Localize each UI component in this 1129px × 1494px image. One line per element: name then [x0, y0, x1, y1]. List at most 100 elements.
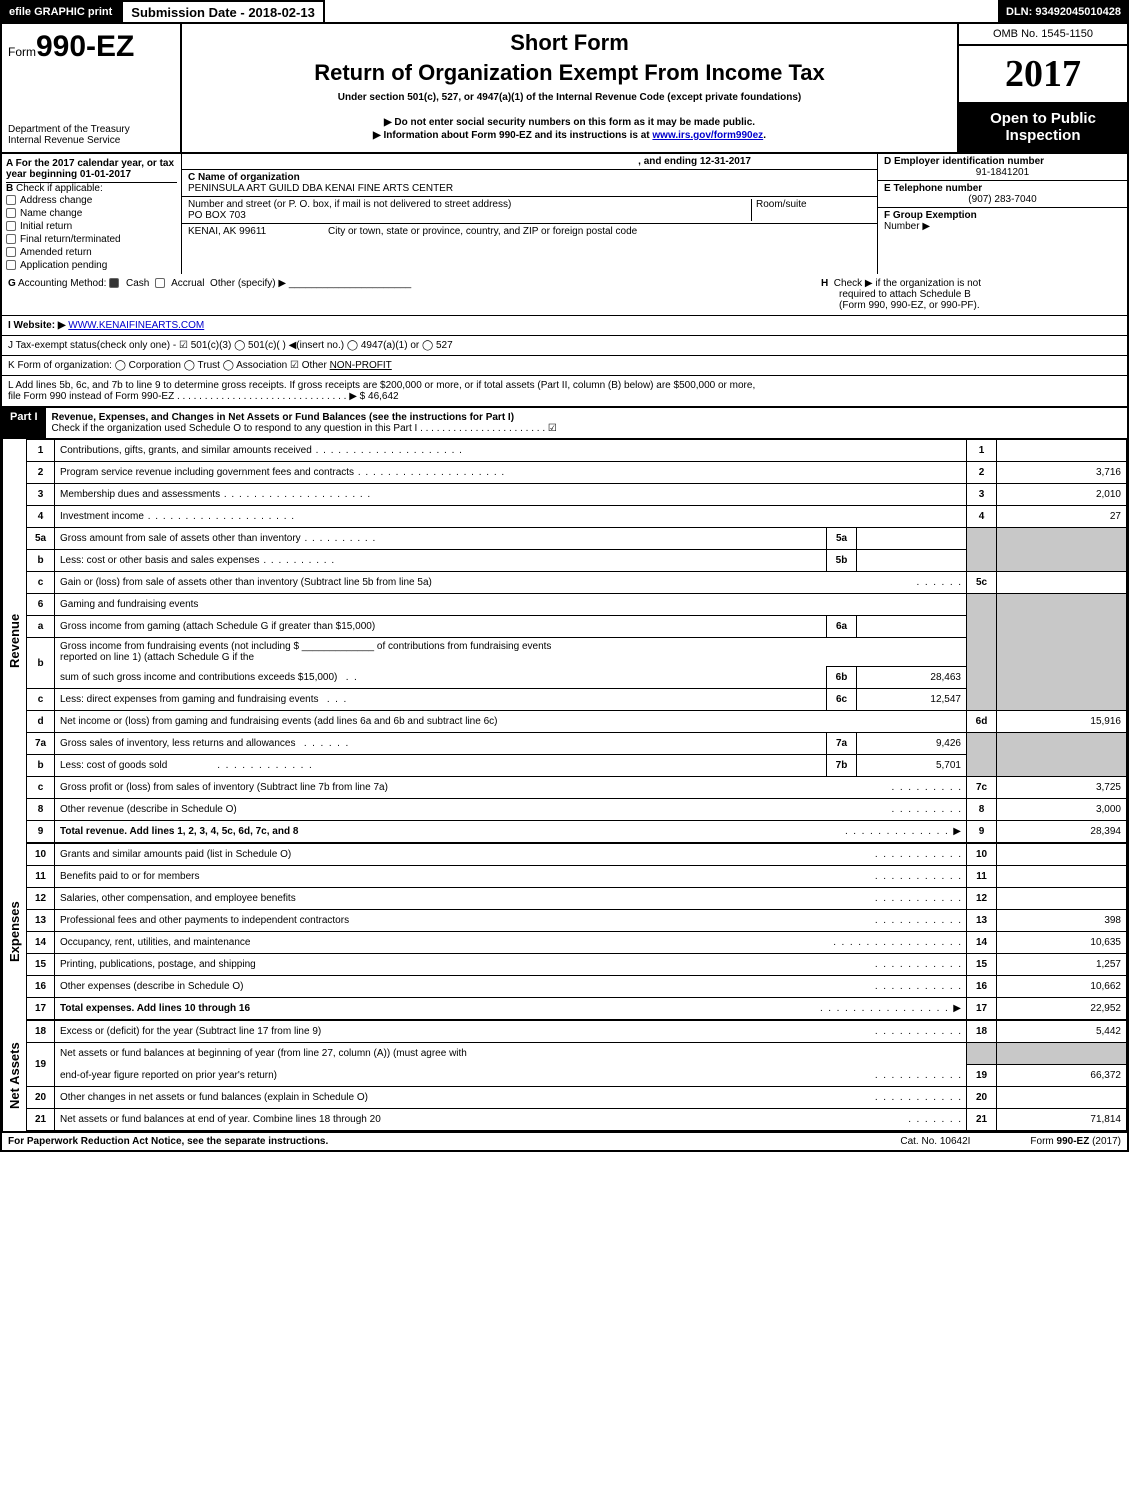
opt-amended: Amended return	[20, 247, 92, 258]
radio-icon[interactable]	[109, 278, 119, 288]
l7a-desc: Gross sales of inventory, less returns a…	[60, 738, 295, 749]
line-6c: cLess: direct expenses from gaming and f…	[27, 689, 1127, 711]
col-d-e-f: D Employer identification number 91-1841…	[877, 154, 1127, 274]
line-15: 15Printing, publications, postage, and s…	[27, 954, 1127, 976]
opt-name: Name change	[20, 208, 82, 219]
l13-val: 398	[997, 910, 1127, 932]
footer-catno: Cat. No. 10642I	[900, 1136, 970, 1147]
dept-irs: Internal Revenue Service	[8, 135, 174, 146]
line-a-text: For the 2017 calendar year, or tax year …	[6, 158, 174, 180]
ssn-warning: ▶ Do not enter social security numbers o…	[192, 117, 947, 128]
l16-desc: Other expenses (describe in Schedule O)	[60, 981, 243, 992]
c-name-row: C Name of organization PENINSULA ART GUI…	[182, 170, 877, 197]
l6b1: Gross income from fundraising events (no…	[60, 641, 302, 652]
l15-desc: Printing, publications, postage, and shi…	[60, 959, 256, 970]
short-form-title: Short Form	[192, 30, 947, 56]
city-label: City or town, state or province, country…	[308, 226, 871, 237]
line-5b: bLess: cost or other basis and sales exp…	[27, 550, 1127, 572]
l6c-desc: Less: direct expenses from gaming and fu…	[60, 694, 318, 705]
line-18: 18Excess or (deficit) for the year (Subt…	[27, 1021, 1127, 1043]
l9-desc: Total revenue. Add lines 1, 2, 3, 4, 5c,…	[60, 826, 298, 837]
chk-initial-return[interactable]: Initial return	[6, 220, 177, 233]
info-pre: ▶ Information about Form 990-EZ and its …	[373, 130, 652, 141]
j-text: J Tax-exempt status(check only one) - ☑ …	[8, 340, 453, 351]
line-21: 21Net assets or fund balances at end of …	[27, 1109, 1127, 1131]
header-right: OMB No. 1545-1150 2017 Open to Public In…	[957, 24, 1127, 152]
line-5c: cGain or (loss) from sale of assets othe…	[27, 572, 1127, 594]
g-other: Other (specify) ▶	[210, 278, 286, 289]
chk-amended[interactable]: Amended return	[6, 246, 177, 259]
chk-name-change[interactable]: Name change	[6, 207, 177, 220]
l21-val: 71,814	[997, 1109, 1127, 1131]
line-a: A For the 2017 calendar year, or tax yea…	[6, 156, 177, 183]
l21-desc: Net assets or fund balances at end of ye…	[60, 1114, 381, 1125]
l6b3: reported on line 1) (attach Schedule G i…	[60, 652, 254, 663]
l6b4: sum of such gross income and contributio…	[60, 672, 337, 683]
l8-desc: Other revenue (describe in Schedule O)	[60, 804, 237, 815]
line-10: 10Grants and similar amounts paid (list …	[27, 844, 1127, 866]
dept-treasury: Department of the Treasury	[8, 124, 174, 135]
dln-label: DLN: 93492045010428	[998, 0, 1129, 24]
l14-val: 10,635	[997, 932, 1127, 954]
col-a-b: A For the 2017 calendar year, or tax yea…	[2, 154, 182, 274]
line-b-title: Check if applicable:	[16, 183, 103, 194]
line-20: 20Other changes in net assets or fund ba…	[27, 1087, 1127, 1109]
line-19a: 19Net assets or fund balances at beginni…	[27, 1043, 1127, 1065]
l3-val: 2,010	[997, 484, 1127, 506]
line-3: 3Membership dues and assessments32,010	[27, 484, 1127, 506]
chk-final-return[interactable]: Final return/terminated	[6, 233, 177, 246]
line-g: G Accounting Method: Cash Accrual Other …	[8, 278, 411, 311]
a-ending: , and ending 12-31-2017	[182, 154, 877, 170]
line-2: 2Program service revenue including gover…	[27, 462, 1127, 484]
info-link[interactable]: www.irs.gov/form990ez	[652, 130, 763, 141]
street-val: PO BOX 703	[188, 210, 751, 221]
line-6: 6Gaming and fundraising events	[27, 594, 1127, 616]
chk-pending[interactable]: Application pending	[6, 259, 177, 272]
revenue-side-label: Revenue	[2, 439, 26, 843]
netassets-side-label: Net Assets	[2, 1020, 26, 1131]
efile-print-button[interactable]: efile GRAPHIC print	[0, 0, 121, 24]
opt-final: Final return/terminated	[20, 234, 121, 245]
part1-title-bold: Revenue, Expenses, and Changes in Net As…	[52, 412, 515, 423]
netassets-section: Net Assets 18Excess or (deficit) for the…	[0, 1020, 1129, 1132]
entity-info: A For the 2017 calendar year, or tax yea…	[0, 154, 1129, 274]
l6d-val: 15,916	[997, 711, 1127, 733]
line-h: H Check ▶ if the organization is not req…	[821, 278, 1121, 311]
d-label: D Employer identification number	[884, 156, 1121, 167]
l6-desc: Gaming and fundraising events	[55, 594, 967, 616]
part1-title: Revenue, Expenses, and Changes in Net As…	[46, 408, 1127, 438]
l19b-desc: end-of-year figure reported on prior yea…	[60, 1070, 277, 1081]
line-8: 8Other revenue (describe in Schedule O).…	[27, 799, 1127, 821]
line-6d: dNet income or (loss) from gaming and fu…	[27, 711, 1127, 733]
footer-right-post: (2017)	[1089, 1136, 1121, 1147]
chk-address-change[interactable]: Address change	[6, 194, 177, 207]
website-link[interactable]: WWW.KENAIFINEARTS.COM	[68, 320, 204, 331]
open-line1: Open to Public	[963, 110, 1123, 127]
e-label: E Telephone number	[884, 183, 1121, 194]
e-row: E Telephone number (907) 283-7040	[878, 181, 1127, 208]
checkbox-icon	[6, 195, 16, 205]
org-name: PENINSULA ART GUILD DBA KENAI FINE ARTS …	[188, 183, 871, 194]
ein-value: 91-1841201	[884, 167, 1121, 178]
footer-right: Form 990-EZ (2017)	[1030, 1136, 1121, 1147]
line-b: B Check if applicable:	[6, 183, 177, 194]
l5a-desc: Gross amount from sale of assets other t…	[60, 533, 376, 544]
netassets-table: 18Excess or (deficit) for the year (Subt…	[26, 1020, 1127, 1131]
l10-desc: Grants and similar amounts paid (list in…	[60, 849, 291, 860]
info-line: ▶ Information about Form 990-EZ and its …	[192, 130, 947, 141]
part1-header: Part I Revenue, Expenses, and Changes in…	[0, 408, 1129, 439]
line-6b-1: bGross income from fundraising events (n…	[27, 638, 1127, 667]
l16-val: 10,662	[997, 976, 1127, 998]
l17-val: 22,952	[997, 998, 1127, 1020]
l6c-val: 12,547	[857, 689, 967, 711]
radio-icon[interactable]	[155, 278, 165, 288]
line-5a: 5aGross amount from sale of assets other…	[27, 528, 1127, 550]
line-j: J Tax-exempt status(check only one) - ☑ …	[0, 336, 1129, 356]
under-section: Under section 501(c), 527, or 4947(a)(1)…	[192, 92, 947, 103]
line-7b: bLess: cost of goods sold . . . . . . . …	[27, 755, 1127, 777]
form-prefix: Form	[8, 45, 36, 59]
line-7c: cGross profit or (loss) from sales of in…	[27, 777, 1127, 799]
opt-pending: Application pending	[20, 260, 107, 271]
line-4: 4Investment income427	[27, 506, 1127, 528]
revenue-table: 1Contributions, gifts, grants, and simil…	[26, 439, 1127, 843]
